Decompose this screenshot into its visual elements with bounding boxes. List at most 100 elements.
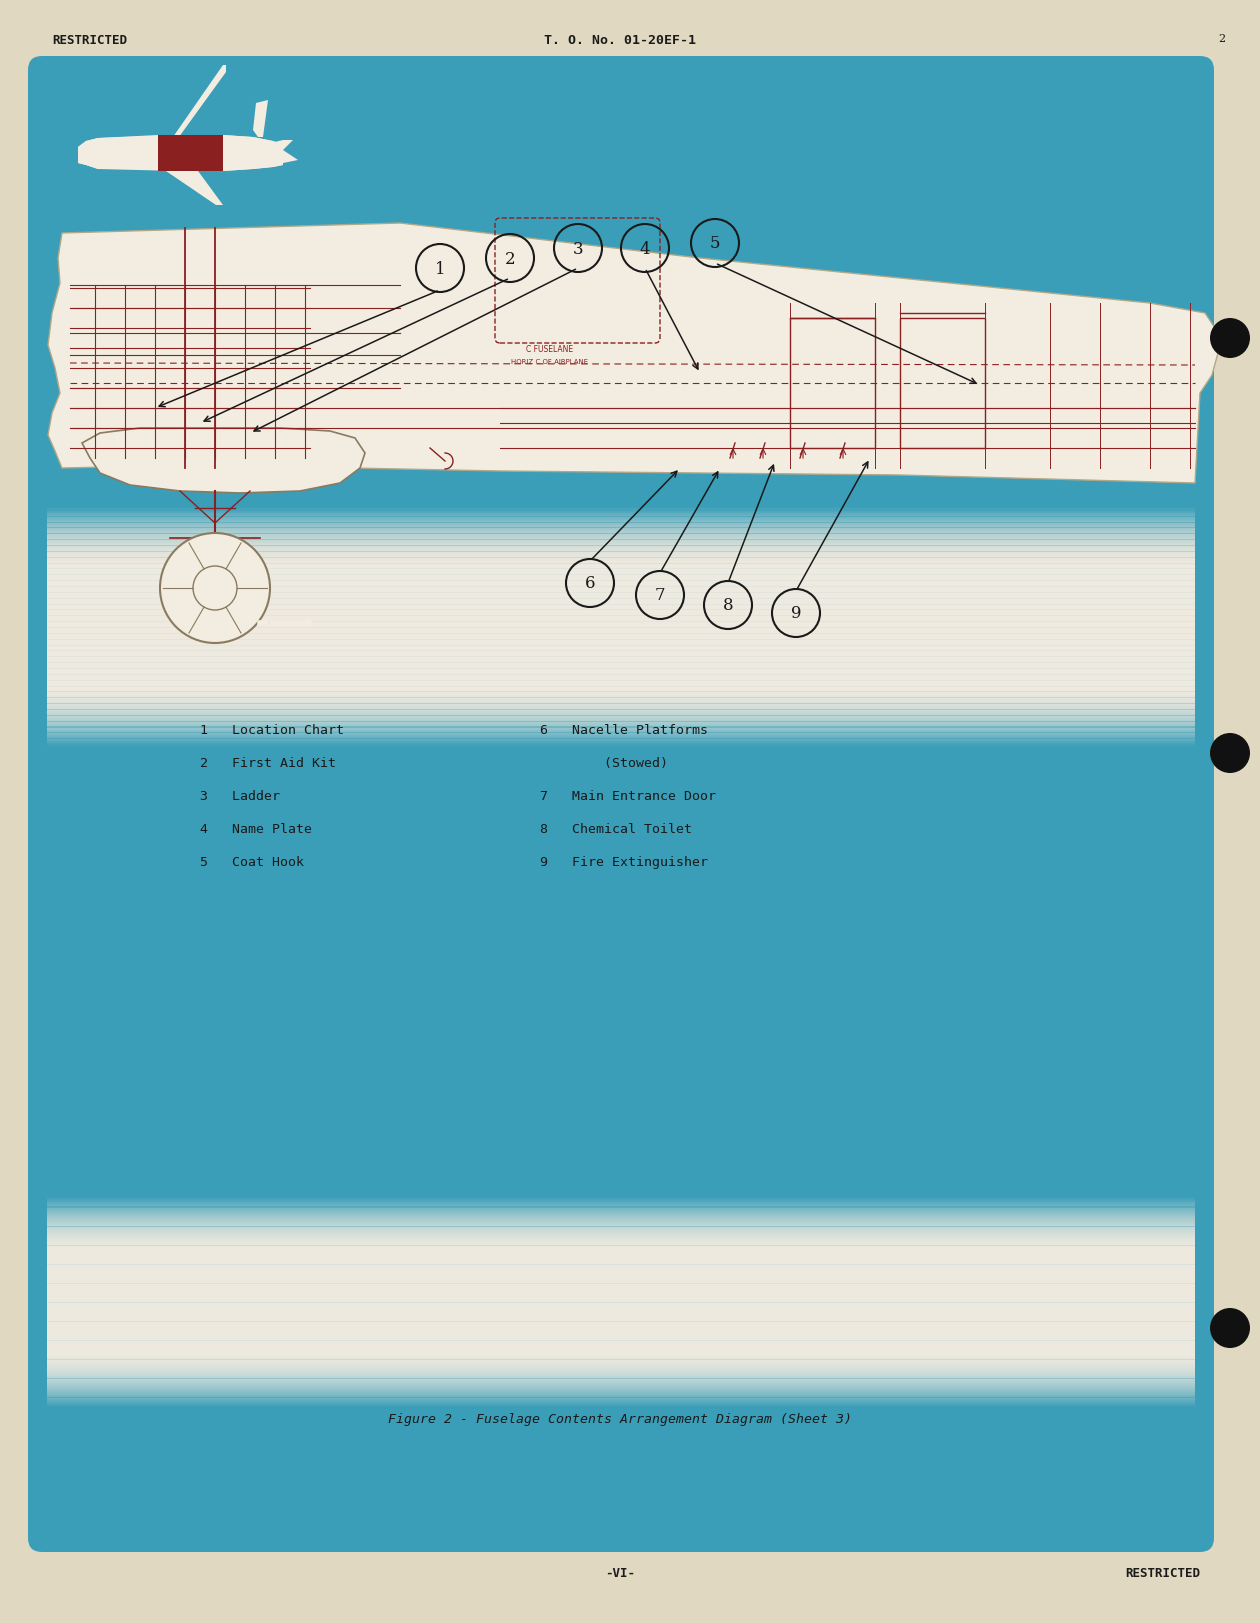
Bar [47,1388,1194,1389]
Bar [47,601,1194,602]
Bar [47,1378,1194,1380]
Bar [47,1219,1194,1222]
Bar [47,557,1194,558]
Bar [47,652,1194,654]
Bar [47,1276,1194,1277]
Bar [47,685,1194,687]
Bar [47,1201,1194,1204]
Bar [47,1216,1194,1219]
Bar [47,579,1194,583]
Bar [47,1373,1194,1375]
Bar [47,712,1194,714]
Bar [47,708,1194,709]
Bar [47,1307,1194,1310]
Bar [47,1209,1194,1211]
Bar [47,1321,1194,1324]
Bar [47,1198,1194,1201]
Bar [47,687,1194,688]
Bar [47,1331,1194,1332]
Bar [47,648,1194,649]
Bar [47,644,1194,646]
Bar [47,630,1194,631]
Bar [47,1396,1194,1397]
Bar [47,1404,1194,1406]
Bar [47,1342,1194,1345]
Bar [47,1222,1194,1225]
Bar [47,674,1194,675]
Bar [47,1315,1194,1316]
Bar [47,639,1194,641]
Bar [47,550,1194,552]
Bar [47,565,1194,566]
Bar [47,695,1194,696]
Bar [47,740,1194,742]
Bar [47,1331,1194,1332]
Bar [47,680,1194,682]
Bar [47,513,1194,514]
Bar [47,607,1194,609]
Bar [47,557,1194,560]
Bar [47,588,1194,589]
Bar [47,687,1194,690]
Bar [47,544,1194,545]
Bar [47,506,1194,508]
Bar [47,696,1194,700]
Bar [47,1307,1194,1308]
Bar [47,1232,1194,1233]
Bar [47,584,1194,588]
Bar [47,722,1194,724]
Bar [47,635,1194,636]
Bar [47,670,1194,672]
Bar [47,542,1194,544]
Bar [47,628,1194,630]
Bar [47,594,1194,596]
Bar [47,613,1194,617]
Bar [158,136,223,172]
Bar [47,573,1194,575]
Text: 4   Name Plate: 4 Name Plate [200,823,312,836]
Bar [47,1381,1194,1384]
Bar [47,1355,1194,1357]
Bar [47,721,1194,722]
Bar [47,1373,1194,1375]
Bar [47,1250,1194,1251]
Bar [47,1324,1194,1326]
Bar [47,654,1194,657]
Bar [47,1406,1194,1409]
Text: 1   Location Chart: 1 Location Chart [200,724,344,737]
Bar [47,1345,1194,1347]
Bar [47,1214,1194,1216]
Bar [47,1204,1194,1206]
Bar [47,1394,1194,1396]
Bar [47,1272,1194,1274]
Bar [47,1282,1194,1285]
Bar [47,1391,1194,1393]
Bar [47,1261,1194,1263]
Polygon shape [253,151,299,164]
Bar [47,516,1194,518]
Bar [47,1302,1194,1303]
Bar [47,558,1194,560]
Bar [47,622,1194,625]
Bar [47,552,1194,553]
Bar [47,534,1194,537]
Bar [47,1367,1194,1368]
Bar [47,547,1194,550]
Bar [47,1297,1194,1298]
Bar [47,1386,1194,1388]
Bar [47,1310,1194,1311]
Bar [47,743,1194,745]
Bar [47,1240,1194,1242]
Bar [47,730,1194,734]
Polygon shape [48,224,1218,484]
Bar [47,1347,1194,1349]
Bar [47,672,1194,674]
Bar [47,1212,1194,1216]
Bar [47,1328,1194,1329]
Bar [47,524,1194,527]
Bar [47,1227,1194,1229]
Bar [47,1246,1194,1248]
Bar [47,1290,1194,1292]
Bar [47,602,1194,604]
Text: 7   Main Entrance Door: 7 Main Entrance Door [541,789,716,802]
